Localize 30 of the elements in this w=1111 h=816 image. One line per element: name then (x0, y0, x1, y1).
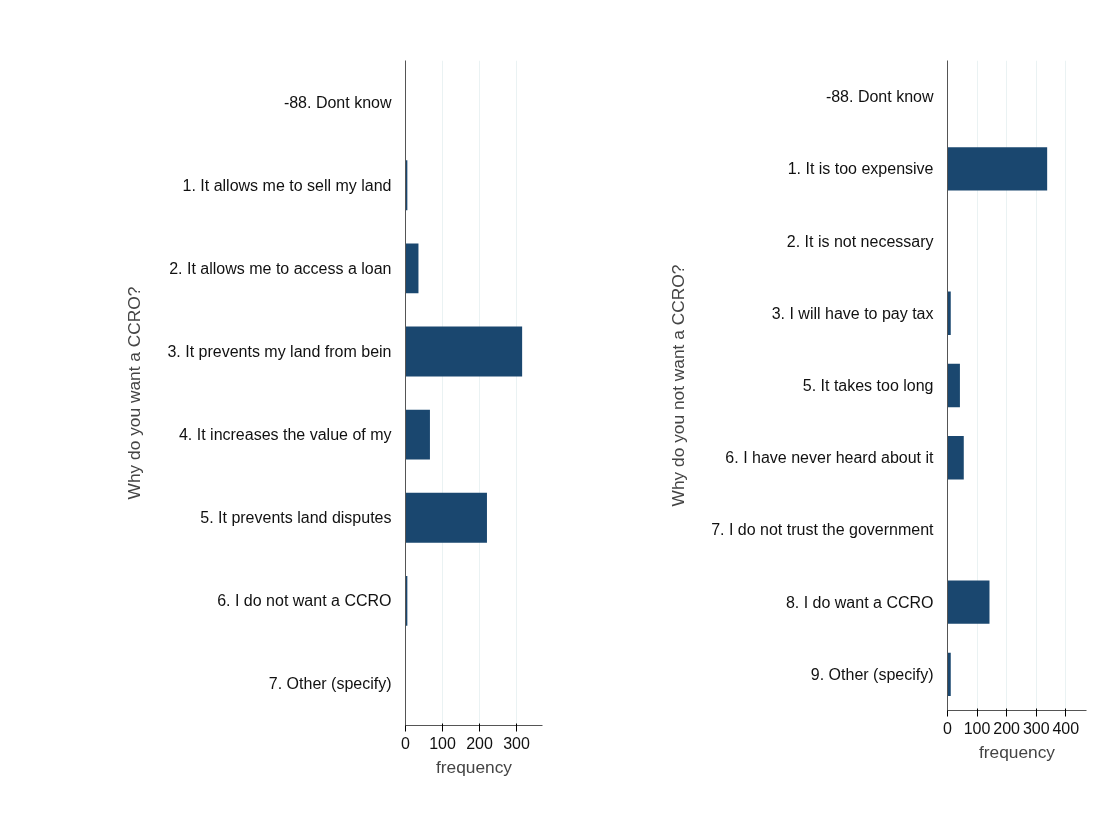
y-tick-label: 4. It increases the value of my (178, 426, 392, 444)
y-tick-label: 1. It allows me to sell my land (182, 176, 392, 194)
x-axis-title: frequency (978, 741, 1056, 762)
x-tick-label: 200 (993, 719, 1021, 737)
y-tick-label: -88. Dont know (825, 88, 934, 106)
x-tick-label: 400 (1052, 719, 1080, 737)
y-tick-label: 2. It is not necessary (786, 232, 934, 250)
x-tick-label: 200 (466, 734, 493, 752)
y-tick-label: 3. It prevents my land from bein (167, 342, 392, 360)
y-tick-label: 6. I do not want a CCRO (217, 592, 392, 610)
y-tick-label: 7. I do not trust the government (711, 521, 935, 539)
y-tick-label: 8. I do want a CCRO (785, 593, 934, 611)
y-tick-label: -88. Dont know (283, 93, 392, 111)
x-axis-title: frequency (435, 756, 513, 777)
x-tick-label: 100 (963, 719, 991, 737)
y-tick-label: 5. It takes too long (802, 377, 934, 394)
x-tick-label: 100 (429, 734, 456, 752)
y-tick-label: 7. Other (specify) (268, 675, 392, 693)
y-tick-label: 1. It is too expensive (787, 160, 934, 178)
x-tick-label: 300 (503, 734, 531, 752)
y-axis-title: Why do you not want a CCRO? (668, 264, 689, 507)
x-tick-label: 0 (943, 719, 953, 737)
y-tick-label: 2. It allows me to access a loan (169, 259, 392, 277)
x-tick-label: 0 (401, 734, 411, 752)
y-tick-label: 9. Other (specify) (810, 665, 934, 683)
y-tick-label: 3. I will have to pay tax (771, 304, 934, 322)
y-tick-label: 6. I have never heard about it (725, 449, 935, 467)
y-tick-label: 5. It prevents land disputes (200, 509, 392, 527)
y-axis-title: Why do you want a CCRO? (124, 286, 145, 500)
x-tick-label: 300 (1022, 719, 1050, 737)
